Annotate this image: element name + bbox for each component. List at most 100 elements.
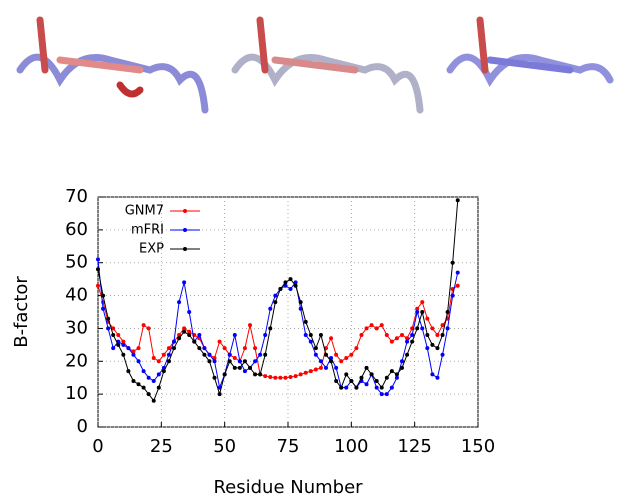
x-tick-label: 25	[150, 436, 173, 457]
x-tick-label: 0	[92, 436, 103, 457]
data-point	[232, 333, 237, 337]
data-point	[116, 333, 121, 337]
data-point	[278, 287, 283, 291]
data-point	[141, 369, 146, 374]
x-tick-label: 50	[213, 436, 236, 457]
data-point	[232, 356, 237, 360]
data-point	[420, 310, 425, 314]
data-point	[172, 346, 176, 351]
data-point	[166, 346, 171, 351]
data-point	[146, 392, 151, 397]
legend-marker	[183, 228, 187, 232]
legend-label: GNM7	[125, 204, 164, 219]
data-point	[177, 333, 182, 337]
series-line	[97, 259, 459, 395]
data-point	[354, 346, 359, 351]
data-point	[374, 379, 379, 383]
data-point	[364, 382, 369, 387]
data-point	[192, 339, 197, 344]
legend-marker	[183, 209, 187, 213]
data-point	[420, 300, 425, 305]
data-point	[222, 346, 227, 351]
data-point	[313, 346, 318, 351]
data-point	[410, 339, 415, 344]
data-point	[313, 352, 318, 357]
data-point	[389, 339, 394, 344]
data-point	[394, 372, 399, 377]
data-point	[101, 293, 106, 298]
data-point	[182, 326, 187, 331]
data-point	[430, 326, 435, 331]
data-point	[263, 374, 268, 379]
data-point	[440, 323, 445, 328]
data-point	[227, 352, 232, 357]
data-point	[334, 379, 339, 383]
data-point	[161, 369, 166, 374]
data-point	[111, 346, 116, 351]
data-point	[339, 359, 344, 364]
data-point	[106, 326, 111, 331]
x-axis-title: Residue Number	[213, 477, 363, 498]
data-point	[273, 300, 278, 305]
data-point	[374, 326, 379, 331]
data-point	[121, 342, 126, 347]
data-point	[308, 369, 313, 374]
data-point	[435, 346, 440, 351]
data-point	[268, 306, 273, 311]
y-tick-label: 20	[65, 350, 88, 371]
data-point	[242, 346, 247, 351]
data-point	[298, 372, 303, 377]
data-point	[329, 336, 334, 341]
data-point	[161, 352, 166, 357]
data-point	[318, 333, 323, 337]
data-point	[410, 333, 415, 337]
data-point	[379, 392, 384, 397]
data-point	[202, 346, 207, 351]
data-point	[242, 359, 247, 364]
data-point	[435, 333, 440, 337]
legend-marker	[183, 247, 187, 251]
data-point	[202, 352, 207, 357]
data-point	[126, 369, 131, 374]
data-point	[217, 392, 222, 397]
data-point	[116, 342, 121, 347]
data-point	[121, 339, 126, 344]
data-point	[242, 369, 247, 374]
data-point	[156, 372, 161, 377]
data-point	[394, 375, 399, 380]
data-point	[344, 385, 349, 390]
legend-label: mFRI	[131, 223, 164, 238]
data-point	[253, 346, 258, 351]
data-point	[344, 372, 349, 377]
data-point	[405, 352, 410, 357]
data-point	[197, 346, 202, 351]
data-point	[455, 283, 460, 288]
data-point	[334, 365, 339, 370]
data-point	[298, 300, 303, 305]
data-point	[339, 385, 344, 390]
data-point	[278, 375, 283, 380]
data-point	[425, 316, 430, 321]
data-point	[212, 375, 217, 380]
data-point	[131, 349, 136, 354]
data-point	[420, 326, 425, 331]
data-point	[212, 359, 217, 364]
data-point	[111, 333, 116, 337]
data-point	[308, 339, 313, 344]
data-point	[182, 329, 187, 334]
data-point	[313, 367, 318, 372]
x-tick-label: 150	[461, 436, 495, 457]
data-point	[440, 352, 445, 357]
data-point	[303, 319, 308, 324]
y-tick-label: 60	[65, 219, 88, 240]
data-point	[400, 365, 404, 370]
data-point	[374, 385, 379, 390]
data-point	[293, 283, 298, 288]
data-point	[308, 333, 313, 337]
data-point	[96, 257, 100, 262]
legend-label: EXP	[139, 242, 164, 257]
data-point	[141, 323, 146, 328]
data-point	[415, 326, 420, 331]
data-point	[425, 346, 430, 351]
